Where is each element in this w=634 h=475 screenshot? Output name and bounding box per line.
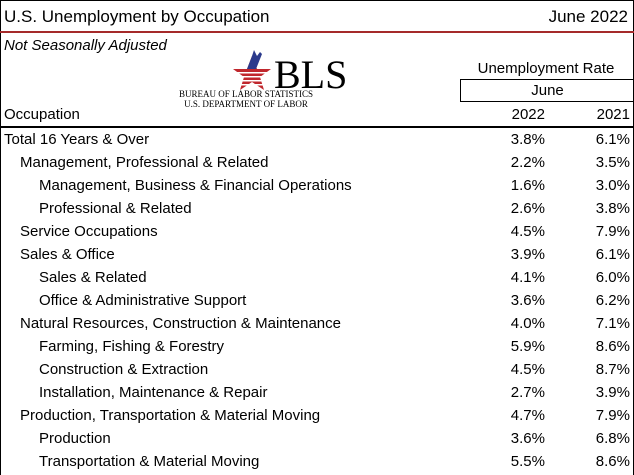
table-row: Production 3.6% 6.8%	[0, 427, 634, 450]
rate-2021: 3.8%	[595, 200, 630, 217]
table-body: Total 16 Years & Over 3.8% 6.1% Management,…	[0, 128, 634, 473]
rate-2021: 3.0%	[595, 177, 630, 194]
logo-line2: U.S. DEPARTMENT OF LABOR	[184, 99, 308, 109]
occupation-label: Management, Business & Financial Operati…	[39, 177, 352, 194]
rate-2021: 3.9%	[595, 384, 630, 401]
page-title: U.S. Unemployment by Occupation	[4, 7, 270, 26]
subtitle: Not Seasonally Adjusted	[4, 37, 167, 54]
occupation-label: Transportation & Material Moving	[39, 453, 260, 470]
rate-2021: 3.5%	[595, 154, 630, 171]
table-row: Professional & Related 2.6% 3.8%	[0, 197, 634, 220]
rate-2021: 6.2%	[595, 292, 630, 309]
rate-2022: 2.2%	[510, 154, 545, 171]
rate-2021: 6.1%	[595, 131, 630, 148]
rate-2022: 1.6%	[510, 177, 545, 194]
rate-2022: 2.7%	[510, 384, 545, 401]
star-icon	[233, 50, 271, 90]
rate-2022: 4.1%	[510, 269, 545, 286]
rate-2022: 4.7%	[510, 407, 545, 424]
rate-2022: 4.0%	[510, 315, 545, 332]
occupation-label: Total 16 Years & Over	[4, 131, 150, 148]
table-row: Installation, Maintenance & Repair 2.7% 3.…	[0, 381, 634, 404]
table-row: Natural Resources, Construction & Mainte…	[0, 312, 634, 335]
header-divider	[0, 126, 634, 128]
bls-logo: BLS	[233, 50, 347, 90]
occupation-label: Sales & Related	[39, 269, 147, 286]
table-row: Construction & Extraction 4.5% 8.7%	[0, 358, 634, 381]
occupation-label: Production, Transportation & Material Mo…	[20, 407, 321, 424]
rate-2021: 8.6%	[595, 338, 630, 355]
report-date: June 2022	[548, 7, 628, 26]
table-row: Sales & Office 3.9% 6.1%	[0, 243, 634, 266]
table-row: Service Occupations 4.5% 7.9%	[0, 220, 634, 243]
rate-2022: 2.6%	[510, 200, 545, 217]
month-header: June	[460, 79, 634, 102]
year-2022-header: 2022	[511, 106, 545, 123]
table-row: Sales & Related 4.1% 6.0%	[0, 266, 634, 289]
title-divider	[0, 31, 634, 33]
rate-2022: 3.9%	[510, 246, 545, 263]
table-row: Management, Business & Financial Operati…	[0, 174, 634, 197]
rate-2021: 7.9%	[595, 223, 630, 240]
occupation-label: Office & Administrative Support	[39, 292, 247, 309]
rate-2022: 5.5%	[510, 453, 545, 470]
rate-2021: 6.1%	[595, 246, 630, 263]
table-row: Management, Professional & Related 2.2% 3.…	[0, 151, 634, 174]
occupation-label: Construction & Extraction	[39, 361, 209, 378]
rate-2021: 6.8%	[595, 430, 630, 447]
rate-2021: 7.9%	[595, 407, 630, 424]
rate-2022: 5.9%	[510, 338, 545, 355]
occupation-label: Natural Resources, Construction & Mainte…	[20, 315, 341, 332]
logo-text: BLS	[274, 52, 347, 90]
occupation-label: Installation, Maintenance & Repair	[39, 384, 268, 401]
table-row: Office & Administrative Support 3.6% 6.2%	[0, 289, 634, 312]
rate-2021: 8.7%	[595, 361, 630, 378]
rate-2022: 3.6%	[510, 292, 545, 309]
table-row: Total 16 Years & Over 3.8% 6.1%	[0, 128, 634, 151]
occupation-label: Management, Professional & Related	[20, 154, 269, 171]
rate-2021: 7.1%	[595, 315, 630, 332]
logo-line1: BUREAU OF LABOR STATISTICS	[178, 89, 314, 99]
occupation-label: Production	[39, 430, 111, 447]
rate-2021: 6.0%	[595, 269, 630, 286]
rate-2022: 3.6%	[510, 430, 545, 447]
table-row: Production, Transportation & Material Mo…	[0, 404, 634, 427]
year-2021-header: 2021	[596, 106, 630, 123]
occupation-header: Occupation	[4, 106, 80, 123]
occupation-label: Professional & Related	[39, 200, 192, 217]
occupation-label: Sales & Office	[20, 246, 115, 263]
rate-2022: 4.5%	[510, 361, 545, 378]
rate-2021: 8.6%	[595, 453, 630, 470]
occupation-label: Farming, Fishing & Forestry	[39, 338, 225, 355]
table-row: Farming, Fishing & Forestry 5.9% 8.6%	[0, 335, 634, 358]
table-row: Transportation & Material Moving 5.5% 8.6%	[0, 450, 634, 473]
column-group-header: Unemployment Rate	[477, 60, 615, 77]
rate-2022: 4.5%	[510, 223, 545, 240]
rate-2022: 3.8%	[510, 131, 545, 148]
occupation-label: Service Occupations	[20, 223, 158, 240]
